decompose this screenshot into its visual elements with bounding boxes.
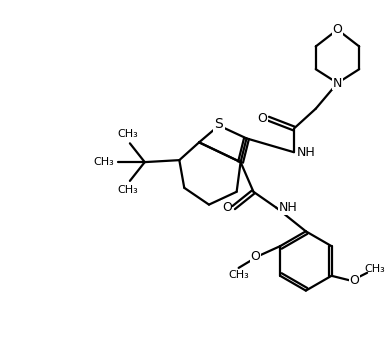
Text: O: O: [251, 249, 260, 262]
Text: CH₃: CH₃: [118, 185, 138, 195]
Text: CH₃: CH₃: [94, 157, 114, 167]
Text: O: O: [257, 112, 267, 125]
Text: N: N: [333, 76, 342, 89]
Text: O: O: [333, 23, 343, 36]
Text: NH: NH: [296, 146, 315, 159]
Text: NH: NH: [279, 201, 298, 214]
Text: CH₃: CH₃: [228, 270, 249, 280]
Text: O: O: [349, 274, 359, 287]
Text: CH₃: CH₃: [365, 264, 385, 274]
Text: S: S: [215, 117, 223, 131]
Text: CH₃: CH₃: [118, 129, 138, 139]
Text: O: O: [222, 201, 232, 214]
